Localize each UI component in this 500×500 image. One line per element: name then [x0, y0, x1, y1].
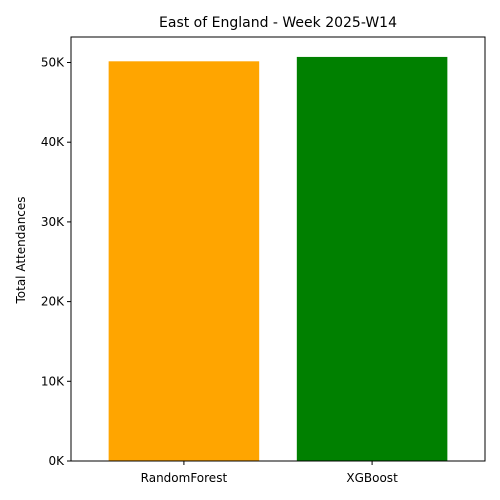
y-axis-ticks: 0K 10K 20K 30K 40K 50K	[41, 56, 71, 468]
y-tick-label: 10K	[41, 374, 65, 388]
x-tick-label: RandomForest	[141, 471, 228, 485]
bar-randomforest	[108, 61, 260, 462]
plot-frame	[70, 36, 486, 462]
y-tick-label: 30K	[41, 215, 65, 229]
x-tick-label: XGBoost	[346, 471, 398, 485]
x-axis-ticks: RandomForest XGBoost	[141, 461, 398, 485]
bar-xgboost	[296, 56, 448, 462]
y-tick-label: 20K	[41, 295, 65, 309]
chart-title: East of England - Week 2025-W14	[159, 15, 397, 31]
bars-group	[108, 56, 448, 462]
y-tick-label: 0K	[48, 454, 65, 468]
y-tick-label: 50K	[41, 56, 65, 70]
y-axis-label: Total Attendances	[14, 196, 28, 304]
y-tick-label: 40K	[41, 135, 65, 149]
